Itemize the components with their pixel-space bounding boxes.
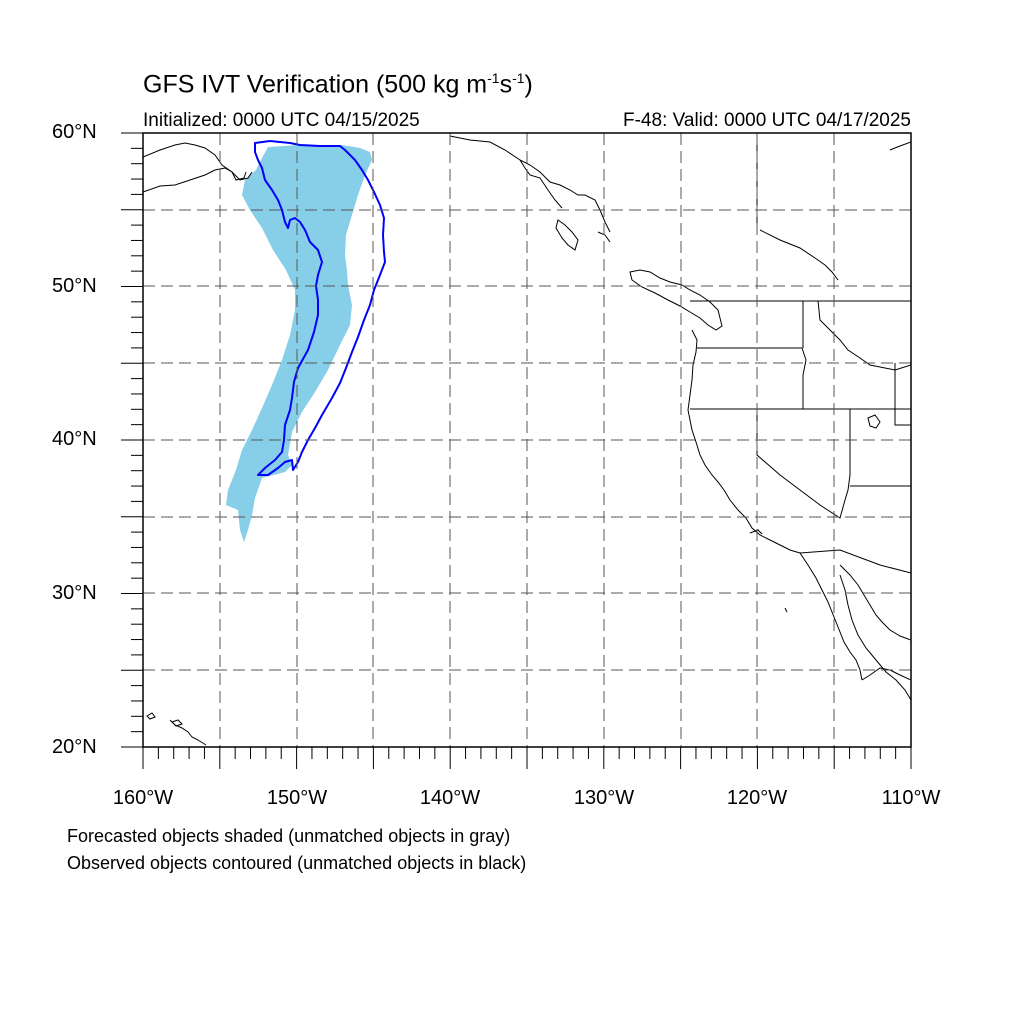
lat-label-30n: 30°N bbox=[52, 582, 97, 604]
axis-ticks bbox=[121, 132, 912, 769]
lon-label-120w: 120°W bbox=[726, 787, 788, 809]
lat-lon-grid bbox=[143, 133, 911, 747]
lon-label-110w: 110°W bbox=[881, 787, 941, 809]
political-borders bbox=[690, 133, 911, 574]
lat-label-50n: 50°N bbox=[52, 275, 97, 297]
forecast-object bbox=[226, 145, 372, 542]
lat-label-40n: 40°N bbox=[52, 428, 97, 450]
lon-label-150w: 150°W bbox=[266, 787, 328, 809]
legend-note-observed: Observed objects contoured (unmatched ob… bbox=[67, 853, 527, 873]
lat-label-60n: 60°N bbox=[52, 121, 97, 143]
lon-label-130w: 130°W bbox=[573, 787, 635, 809]
coastlines bbox=[143, 135, 911, 746]
legend-note-forecast: Forecasted objects shaded (unmatched obj… bbox=[67, 826, 511, 846]
observed-contour bbox=[254, 140, 386, 476]
initialized-time: Initialized: 0000 UTC 04/15/2025 bbox=[143, 110, 420, 131]
lon-label-140w: 140°W bbox=[419, 787, 481, 809]
lat-label-20n: 20°N bbox=[52, 736, 97, 758]
valid-time: F-48: Valid: 0000 UTC 04/17/2025 bbox=[623, 110, 911, 131]
lon-label-160w: 160°W bbox=[112, 787, 174, 809]
map-title: GFS IVT Verification (500 kg m-1s-1) bbox=[143, 70, 533, 99]
